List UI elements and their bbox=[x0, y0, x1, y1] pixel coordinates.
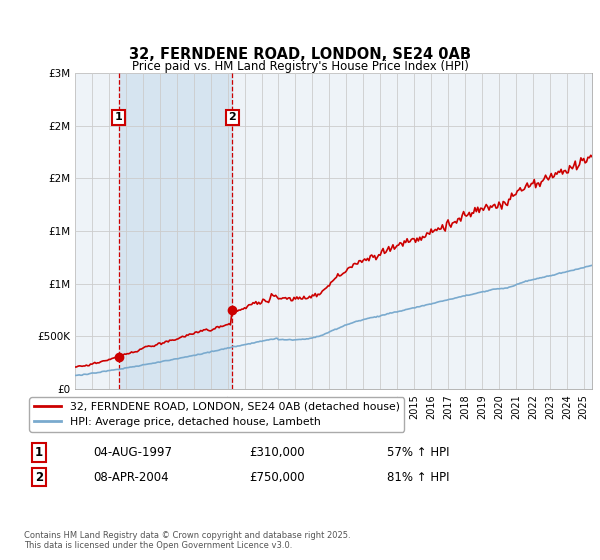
Text: 57% ↑ HPI: 57% ↑ HPI bbox=[387, 446, 449, 459]
Text: 1: 1 bbox=[35, 446, 43, 459]
Text: 2: 2 bbox=[35, 470, 43, 484]
Text: 81% ↑ HPI: 81% ↑ HPI bbox=[387, 470, 449, 484]
Text: 08-APR-2004: 08-APR-2004 bbox=[93, 470, 169, 484]
Text: 32, FERNDENE ROAD, LONDON, SE24 0AB: 32, FERNDENE ROAD, LONDON, SE24 0AB bbox=[129, 48, 471, 62]
Legend: 32, FERNDENE ROAD, LONDON, SE24 0AB (detached house), HPI: Average price, detach: 32, FERNDENE ROAD, LONDON, SE24 0AB (det… bbox=[29, 398, 404, 432]
Text: 04-AUG-1997: 04-AUG-1997 bbox=[93, 446, 172, 459]
Text: Price paid vs. HM Land Registry's House Price Index (HPI): Price paid vs. HM Land Registry's House … bbox=[131, 59, 469, 73]
Text: Contains HM Land Registry data © Crown copyright and database right 2025.
This d: Contains HM Land Registry data © Crown c… bbox=[24, 530, 350, 550]
Text: 1: 1 bbox=[115, 112, 122, 122]
Bar bbox=[119, 73, 232, 389]
Text: 2: 2 bbox=[229, 112, 236, 122]
Text: £310,000: £310,000 bbox=[249, 446, 305, 459]
Text: £750,000: £750,000 bbox=[249, 470, 305, 484]
